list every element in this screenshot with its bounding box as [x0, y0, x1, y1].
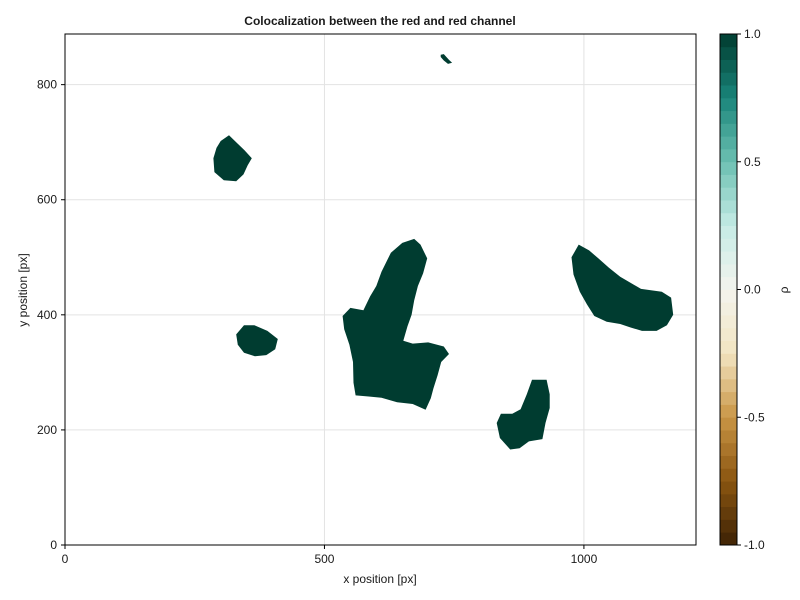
colorbar-band: [720, 85, 737, 99]
colorbar-tick-label: -0.5: [744, 410, 765, 424]
colorbar-band: [720, 442, 737, 456]
x-tick-label: 0: [62, 552, 69, 566]
colorbar-band: [720, 34, 737, 48]
y-axis-ticks: 0 200 400 600 800: [37, 78, 65, 552]
colorbar-band: [720, 468, 737, 482]
colorbar-bands: [719, 33, 738, 546]
colorbar-band: [720, 455, 737, 469]
colorbar-band: [720, 123, 737, 137]
colorbar-band: [720, 161, 737, 175]
colorbar-band: [720, 46, 737, 60]
y-tick-label: 400: [37, 308, 57, 322]
colorbar-band: [720, 302, 737, 316]
colorbar-band: [720, 327, 737, 342]
colorbar-band: [720, 378, 737, 393]
colorbar-band: [720, 72, 737, 86]
colorbar-band: [720, 366, 737, 380]
colorbar-band: [720, 212, 737, 227]
colorbar-tick-label: -1.0: [744, 538, 765, 552]
colorbar: -1.0 -0.5 0.0 0.5 1.0 ρ: [719, 27, 791, 552]
colorbar-band: [720, 148, 737, 163]
x-axis-label: x position [px]: [343, 572, 416, 586]
y-tick-label: 0: [50, 538, 57, 552]
x-tick-label: 500: [314, 552, 334, 566]
colorbar-band: [720, 174, 737, 188]
colorbar-band: [720, 430, 737, 444]
colorbar-band: [720, 251, 737, 265]
heatmap-regions: [213, 54, 674, 450]
colorbar-band: [720, 532, 737, 546]
colorbar-band: [720, 315, 737, 329]
colorbar-band: [720, 97, 737, 112]
colorbar-label: ρ: [777, 286, 791, 293]
colorbar-band: [720, 263, 737, 278]
colorbar-band: [720, 276, 737, 290]
colorbar-band: [720, 493, 737, 508]
colorbar-band: [720, 187, 737, 201]
colorbar-band: [720, 136, 737, 150]
colorbar-band: [720, 391, 737, 405]
heatmap-region: [440, 54, 453, 64]
colorbar-tick-label: 0.5: [744, 155, 761, 169]
colorbar-band: [720, 289, 737, 303]
heatmap-region: [342, 238, 449, 410]
plot-frame: [64, 33, 697, 546]
colorbar-band: [720, 59, 737, 73]
colorbar-band: [720, 417, 737, 431]
colorbar-band: [720, 340, 737, 354]
y-tick-label: 600: [37, 193, 57, 207]
colorbar-band: [720, 519, 737, 533]
y-tick-label: 200: [37, 423, 57, 437]
colorbar-tick-label: 1.0: [744, 27, 761, 41]
heatmap-region: [571, 244, 674, 331]
heatmap-region: [236, 325, 278, 357]
x-axis-ticks: 0 500 1000: [62, 545, 598, 566]
y-tick-label: 800: [37, 78, 57, 92]
chart-title: Colocalization between the red and red c…: [244, 14, 515, 28]
colorbar-band: [720, 481, 737, 495]
colorbar-band: [720, 353, 737, 367]
colorbar-band: [720, 404, 737, 418]
colorbar-band: [720, 238, 737, 252]
heatmap-region: [213, 135, 252, 182]
colorbar-band: [720, 225, 737, 239]
colorbar-band: [720, 200, 737, 214]
y-axis-label: y position [px]: [16, 253, 30, 326]
colorbar-band: [720, 506, 737, 520]
heatmap-region: [496, 379, 550, 450]
colorbar-band: [720, 110, 737, 124]
x-tick-label: 1000: [571, 552, 598, 566]
colorbar-tick-label: 0.0: [744, 283, 761, 297]
colorbar-ticks: -1.0 -0.5 0.0 0.5 1.0: [737, 27, 765, 552]
